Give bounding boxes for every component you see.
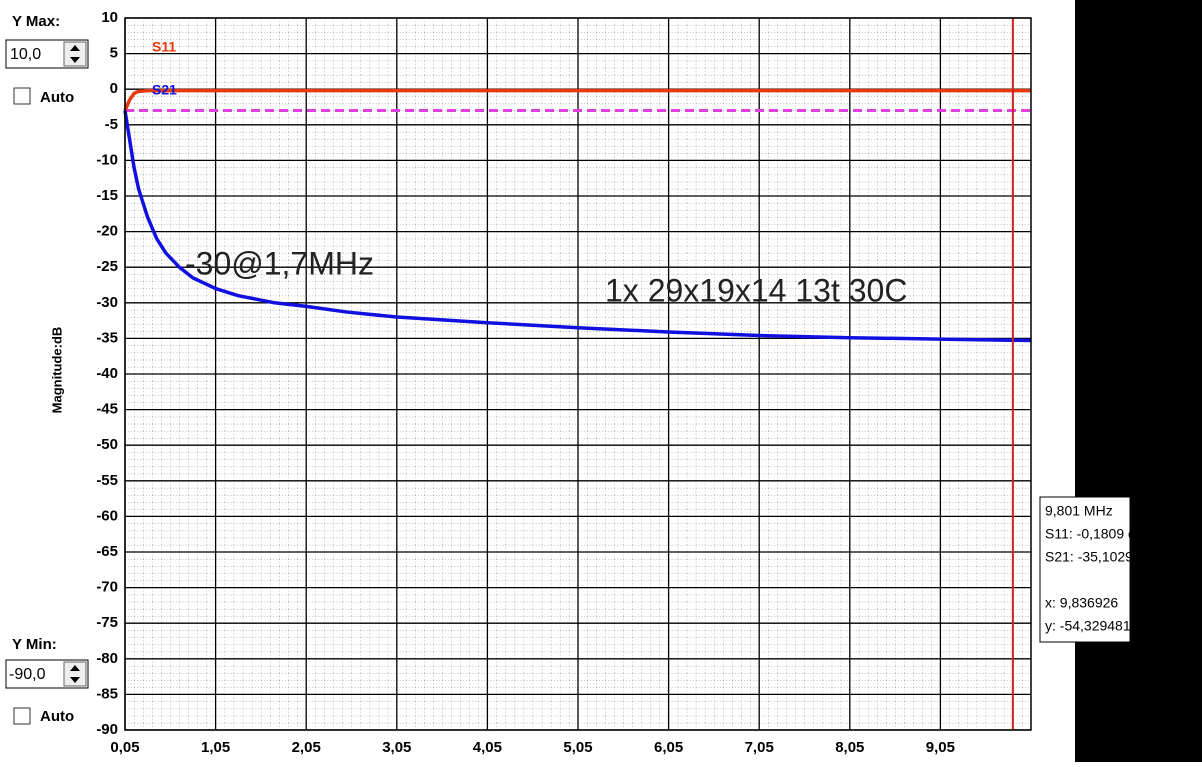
x-tick-label: 6,05 — [654, 739, 683, 756]
legend-label: S11 — [152, 39, 176, 55]
x-tick-label: 5,05 — [563, 739, 592, 756]
ymax-spinner[interactable] — [63, 41, 87, 67]
ymin-auto-checkbox[interactable] — [13, 707, 31, 725]
ymax-auto-label: Auto — [40, 89, 74, 106]
y-tick-label: -85 — [96, 685, 118, 702]
ymax-auto-checkbox[interactable] — [13, 87, 31, 105]
y-tick-label: -75 — [96, 614, 118, 631]
y-axis-label: Magnitude:dB — [49, 327, 64, 414]
y-tick-label: -70 — [96, 579, 118, 596]
y-tick-label: 0 — [110, 80, 118, 97]
y-tick-label: 5 — [110, 45, 118, 62]
y-tick-label: -20 — [96, 223, 118, 240]
readout-box — [1039, 496, 1131, 643]
x-tick-label: 7,05 — [745, 739, 774, 756]
series-line — [123, 110, 1032, 343]
x-tick-label: 1,05 — [201, 739, 230, 756]
ymin-label: Y Min: — [12, 636, 57, 653]
readout-line: 9,801 MHz — [1045, 503, 1113, 519]
y-tick-label: -90 — [96, 721, 118, 738]
ymax-value: 10,0 — [10, 46, 41, 63]
x-tick-label: 0,05 — [110, 739, 139, 756]
y-tick-label: -10 — [96, 151, 118, 168]
ymin-spinner[interactable] — [63, 661, 87, 687]
x-tick-label: 3,05 — [382, 739, 411, 756]
readout-line: S11: -0,1809 dB — [1045, 526, 1145, 542]
y-tick-label: -25 — [96, 258, 118, 275]
x-tick-label: 9,05 — [926, 739, 955, 756]
y-tick-label: -80 — [96, 650, 118, 667]
plot-border — [124, 17, 1032, 731]
annotation: 1x 29x19x14 13t 30C — [605, 272, 907, 308]
y-tick-label: -35 — [96, 329, 118, 346]
readout-line: S21: -35,1029 dB — [1045, 549, 1154, 565]
y-tick-label: -15 — [96, 187, 118, 204]
annotation: -30@1,7MHz — [185, 245, 374, 281]
y-tick-label: -55 — [96, 472, 118, 489]
plot — [123, 17, 1032, 731]
side-panel — [1075, 0, 1202, 762]
y-tick-label: -40 — [96, 365, 118, 382]
legend-label: S21 — [152, 82, 177, 98]
y-tick-label: 10 — [101, 9, 118, 26]
series-line — [123, 88, 1031, 112]
x-tick-label: 8,05 — [835, 739, 864, 756]
x-tick-label: 2,05 — [292, 739, 321, 756]
x-tick-label: 4,05 — [473, 739, 502, 756]
readout-line: x: 9,836926 — [1045, 595, 1118, 611]
ymax-label: Y Max: — [12, 13, 60, 30]
ymin-auto-label: Auto — [40, 708, 74, 725]
y-tick-label: -65 — [96, 543, 118, 560]
ymin-value: -90,0 — [9, 666, 46, 683]
y-tick-label: -50 — [96, 436, 118, 453]
readout-line: y: -54,329481 — [1045, 618, 1131, 634]
y-tick-label: -45 — [96, 401, 118, 418]
y-tick-label: -30 — [96, 294, 118, 311]
y-tick-label: -60 — [96, 507, 118, 524]
spin-arrows — [70, 665, 80, 683]
spin-arrows — [70, 45, 80, 63]
y-tick-label: -5 — [105, 116, 118, 133]
